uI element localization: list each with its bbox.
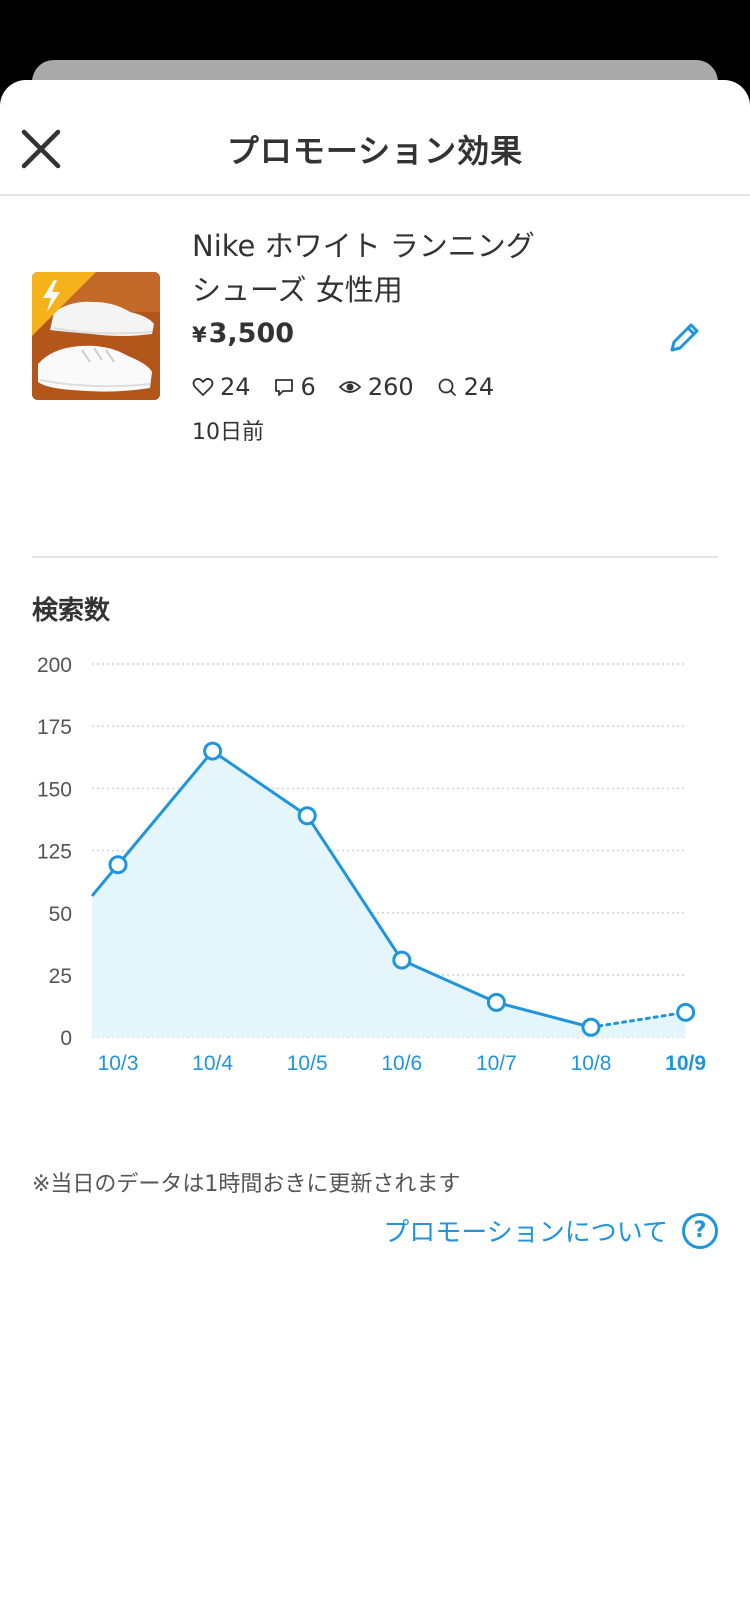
views-stat: 260 [338, 373, 414, 401]
comments-stat: 6 [273, 373, 316, 401]
help-icon: ? [682, 1212, 718, 1249]
about-promotion-link[interactable]: プロモーションについて ? [383, 1212, 718, 1249]
data-point [108, 855, 128, 875]
price-value: 3,500 [208, 318, 295, 349]
x-tick-label: 10/3 [98, 1052, 139, 1075]
likes-count: 24 [220, 373, 251, 401]
y-tick-label: 200 [37, 654, 72, 677]
series-line-partial [589, 1010, 688, 1029]
searches-stat: 24 [436, 373, 495, 401]
item-title[interactable]: Nike ホワイト ランニング シューズ 女性用 [192, 224, 572, 312]
likes-stat: 24 [192, 373, 251, 401]
views-count: 260 [367, 373, 414, 401]
data-point [676, 1002, 696, 1022]
lightning-icon [32, 272, 96, 336]
searches-count: 24 [463, 373, 495, 401]
search-icon [438, 378, 456, 396]
x-tick-label: 10/8 [571, 1052, 612, 1075]
update-note: ※当日のデータは1時間おきに更新されます [32, 1172, 461, 1197]
eye-icon [338, 381, 362, 393]
y-tick-label: 175 [37, 716, 72, 739]
data-point [392, 950, 412, 970]
item-age: 10日前 [192, 420, 264, 445]
x-tick-label: 10/7 [476, 1052, 517, 1075]
item-stats: 24 6 260 24 [192, 370, 516, 404]
promotion-sheet: プロモーション効果 Nike ホワイト ランニング シューズ 女性用 [0, 80, 750, 1624]
y-tick-label: 150 [37, 778, 72, 801]
data-point [203, 741, 223, 761]
item-title-line1: Nike ホワイト ランニング [192, 229, 535, 263]
close-button[interactable] [18, 126, 66, 174]
item-title-line2: シューズ 女性用 [192, 273, 403, 307]
data-point [486, 992, 506, 1012]
y-tick-label: 25 [49, 965, 72, 988]
item-price: ¥3,500 [192, 318, 294, 349]
currency-symbol: ¥ [192, 323, 207, 347]
data-point [581, 1017, 601, 1037]
area-fill [92, 751, 686, 1038]
section-title: 検索数 [32, 596, 111, 626]
item-thumbnail[interactable] [32, 272, 160, 400]
x-tick-label: 10/4 [192, 1052, 233, 1075]
y-tick-label: 125 [37, 841, 72, 864]
search-count-chart: 200 175 150 125 50 25 0 10/3 10/4 10/5 10/6 10/7 10/… [37, 654, 706, 1075]
comment-icon [274, 379, 293, 396]
close-icon [21, 129, 61, 169]
page-title: プロモーション効果 [226, 132, 524, 170]
item-summary: Nike ホワイト ランニング シューズ 女性用 ¥3,500 24 [0, 228, 750, 468]
header: プロモーション効果 [0, 80, 750, 196]
y-tick-label: 50 [49, 903, 72, 926]
comments-count: 6 [300, 373, 316, 401]
about-promotion-label: プロモーションについて [383, 1218, 668, 1248]
x-tick-label: 10/9 [665, 1052, 706, 1075]
data-point [297, 806, 317, 826]
x-tick-label: 10/5 [287, 1052, 328, 1075]
heart-icon [192, 377, 214, 396]
divider [32, 556, 718, 558]
pencil-icon [670, 323, 699, 352]
x-tick-label: 10/6 [381, 1052, 422, 1075]
y-tick-label: 0 [60, 1027, 72, 1050]
edit-button[interactable] [664, 318, 704, 358]
